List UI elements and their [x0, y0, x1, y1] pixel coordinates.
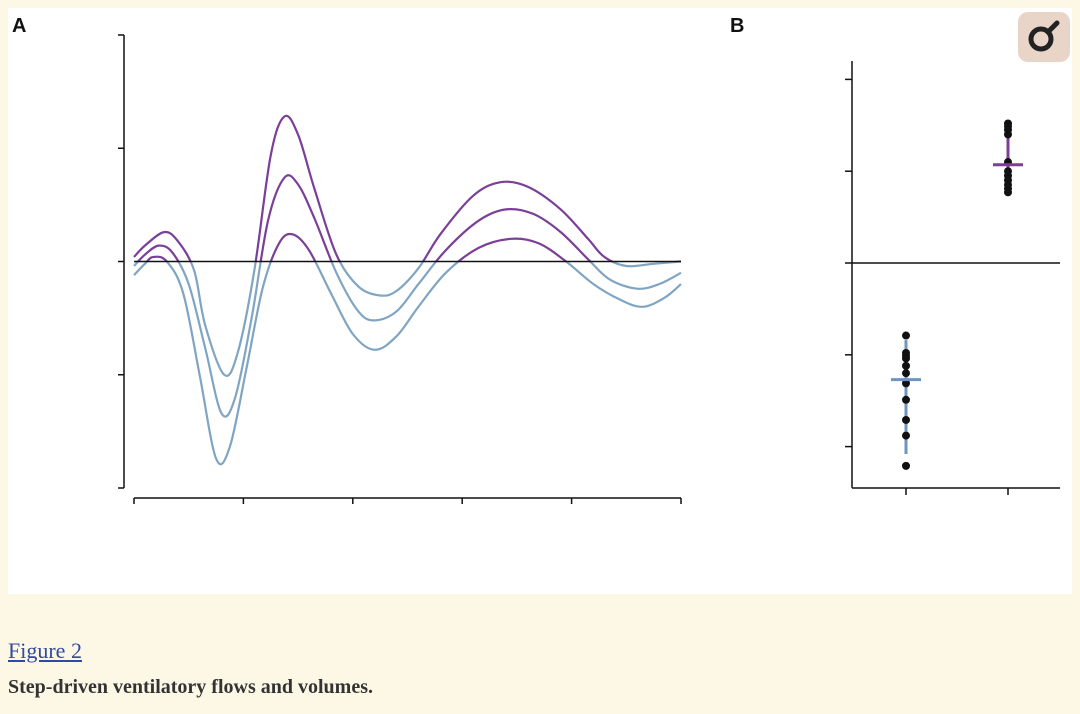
zoom-figure-button[interactable]: [1018, 12, 1070, 62]
figure-panel: A B: [8, 8, 1072, 594]
insp-data-point: [902, 331, 910, 340]
panel-label-a: A: [12, 15, 26, 37]
insp-data-point: [902, 431, 910, 440]
flow-series-upper-negative: [189, 261, 682, 377]
figure-chart: A B: [12, 15, 1060, 504]
insp-data-point: [902, 361, 910, 370]
flow-series-mean-negative: [133, 261, 682, 418]
flow-series-mean-positive: [136, 174, 592, 262]
insp-data-point: [902, 369, 910, 378]
insp-data-point: [902, 461, 910, 470]
flow-series-lower-negative: [133, 261, 682, 466]
flow-series-lower-positive: [145, 232, 568, 262]
insp-data-point: [902, 395, 910, 404]
magnifier-icon: [1028, 20, 1060, 52]
exp-data-point: [1004, 119, 1012, 128]
figure-caption: Step-driven ventilatory flows and volume…: [8, 676, 373, 698]
insp-data-point: [902, 415, 910, 424]
figure-link[interactable]: Figure 2: [8, 638, 82, 663]
insp-data-point: [902, 354, 910, 363]
exp-data-point: [1004, 167, 1012, 176]
panel-label-b: B: [730, 15, 744, 37]
panel-a-flow-chart: [118, 34, 682, 504]
panel-b-volume-chart: [845, 61, 1060, 495]
flow-series-upper-positive: [133, 114, 681, 262]
insp-data-point: [902, 379, 910, 388]
